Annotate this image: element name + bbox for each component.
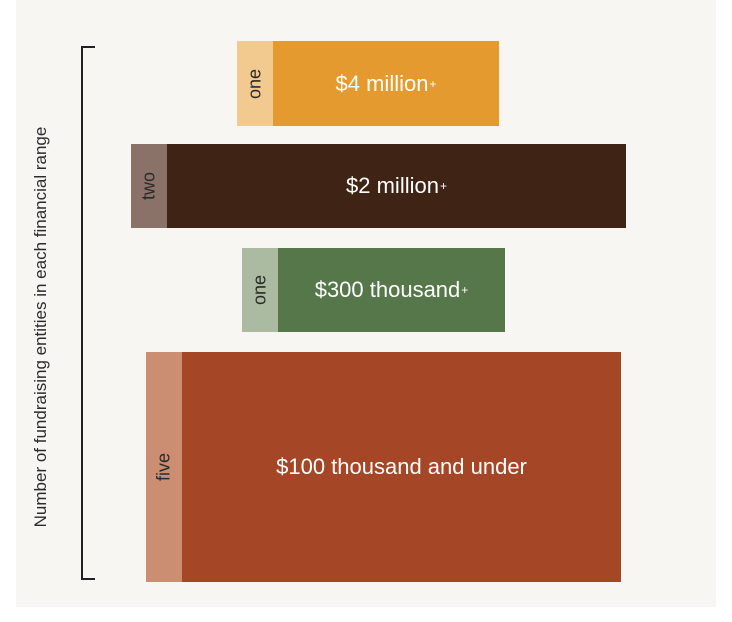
bar-count-label: five [153,452,174,482]
bar-category-box: $300 thousand+ [278,248,505,332]
bar-category-label: $4 million+ [335,70,437,96]
bar-category-box: $2 million+ [167,144,626,228]
axis-bracket [81,46,95,580]
bar-category-box: $100 thousand and under [182,352,621,582]
bar-count-label-box: one [237,41,273,126]
bar-count-label-box: two [131,144,167,228]
plus-sign: + [439,179,447,193]
bar-category-label: $100 thousand and under [276,454,527,479]
bar-100-thousand-under: five $100 thousand and under [146,352,621,582]
y-axis-label: Number of fundraising entities in each f… [31,126,50,528]
bar-2-million: two $2 million+ [131,144,626,228]
bar-4-million: one $4 million+ [237,41,499,126]
bar-count-label: one [244,68,265,99]
bar-count-label: two [138,171,159,201]
bar-category-label: $300 thousand+ [314,277,469,302]
bar-count-label: one [249,274,270,306]
bar-category-box: $4 million+ [273,41,499,126]
plus-sign: + [429,76,437,91]
bar-300-thousand: one $300 thousand+ [242,248,505,332]
bar-category-label: $2 million+ [346,173,447,198]
bar-count-label-box: one [242,248,278,332]
bar-count-label-box: five [146,352,182,582]
plus-sign: + [461,283,469,297]
